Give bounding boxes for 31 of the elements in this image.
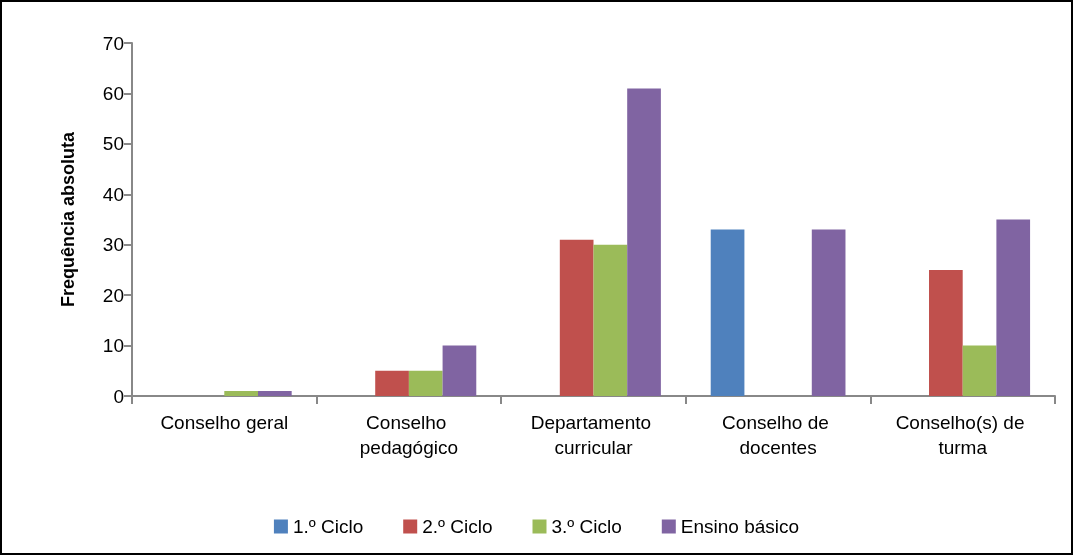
y-tick-label: 30 (102, 234, 124, 256)
y-tick-label: 10 (102, 335, 124, 357)
bar (811, 229, 846, 396)
x-tick-label: Conselho(s) de turma (895, 412, 1030, 458)
bar (627, 88, 661, 396)
y-tick-label: 40 (102, 183, 124, 205)
legend-label: Ensino básico (680, 516, 800, 537)
bar (559, 239, 594, 396)
bar (375, 370, 409, 396)
x-tick-label: Conselho pedagógico (359, 412, 459, 458)
x-tick-label: Departamento curricular (530, 412, 657, 458)
bar (593, 244, 628, 396)
bar (710, 229, 745, 396)
y-tick-label: 50 (102, 133, 124, 155)
bar (929, 269, 963, 396)
bar (996, 219, 1031, 396)
bar (962, 345, 997, 396)
x-tick-label: Conselho de docentes (722, 412, 835, 458)
legend-label: 2.º Ciclo (422, 516, 493, 537)
bar (408, 370, 443, 396)
legend-label: 1.º Ciclo (292, 516, 364, 537)
y-tick-label: 70 (102, 32, 124, 54)
x-tick-label: Conselho geral (160, 412, 289, 433)
y-axis-title: Frequência absoluta (58, 130, 78, 308)
bar (442, 345, 477, 396)
y-tick-label: 20 (102, 284, 124, 306)
bar (224, 390, 258, 396)
y-tick-label: 60 (102, 82, 124, 104)
bar (257, 390, 292, 396)
y-tick-label: 0 (113, 385, 124, 407)
legend-label: 3.º Ciclo (551, 516, 622, 537)
